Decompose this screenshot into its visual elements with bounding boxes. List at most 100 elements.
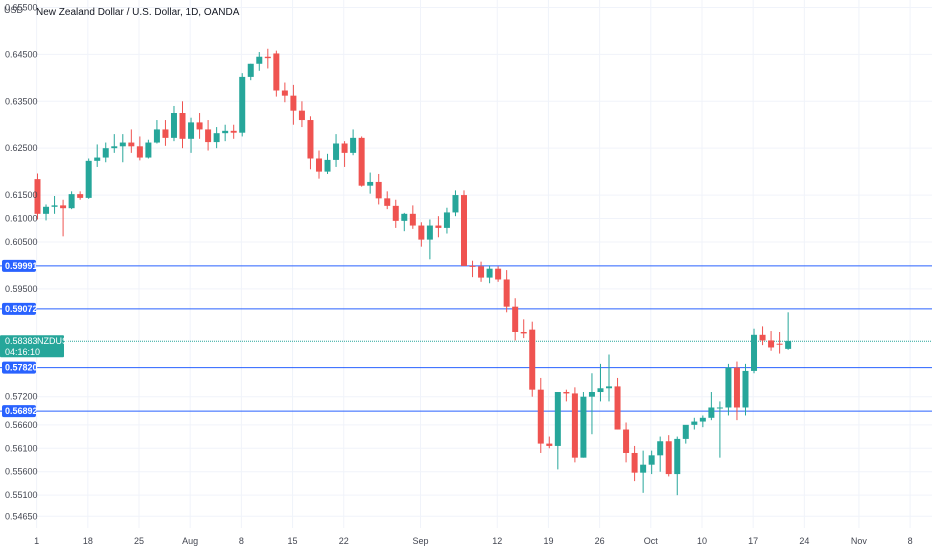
candle-body [623,429,630,453]
candle [145,139,152,159]
candle [461,190,467,266]
candle-body [358,137,365,186]
candle [631,445,638,482]
candle-body [341,143,348,153]
candle [426,219,433,260]
candle [495,266,502,282]
candle [222,124,229,142]
candle-body [742,370,749,408]
price-level-label[interactable]: 0.59991 [2,259,38,272]
candle [478,261,485,282]
candle [196,113,203,139]
candle [640,450,647,493]
candle [435,216,442,238]
candle-body [426,225,433,240]
price-level-label[interactable]: 0.57820 [2,361,38,374]
y-tick-label: 0.63500 [5,96,38,106]
candle [588,373,595,435]
candle [443,207,450,234]
y-tick-label: 0.56600 [5,420,38,430]
candle [43,204,50,221]
x-tick-label: 8 [908,536,913,546]
candle-body [486,268,493,278]
candle-body [213,133,220,143]
y-tick-label: 0.55600 [5,467,38,477]
candle-body [119,142,126,147]
price-level-value: 0.56892 [5,406,38,416]
candle-body [162,129,169,138]
x-tick-label: 17 [748,536,758,546]
candle-body [179,113,186,139]
candle-body [682,424,689,439]
grid-lines [34,0,932,528]
price-level-value: 0.59991 [5,261,38,271]
candle-body [751,334,758,371]
candle [554,392,561,470]
candle [674,436,681,496]
candle [546,436,553,449]
candle [742,363,749,416]
candle [759,326,766,346]
y-tick-label: 0.57200 [5,392,38,402]
x-tick-label: 18 [83,536,93,546]
candle-body [776,343,783,345]
candle [85,158,92,199]
candle [290,84,297,125]
candle-body [85,160,92,198]
candle [51,196,58,214]
candle-body [614,386,621,430]
candle [716,401,723,458]
horizontal-line-labels[interactable]: 0.59991 0.59072 0.57820 0.56892 [2,259,38,418]
candle [367,172,374,194]
x-tick-label: 1 [34,536,39,546]
candle [128,129,135,153]
candle [469,260,476,278]
candle-body [290,95,297,111]
candle-body [606,386,613,389]
candle [503,270,510,313]
candle [188,117,195,153]
candle-body [409,213,416,226]
candle [170,105,177,142]
candle-body [708,407,715,418]
price-level-label[interactable]: 0.59072 [2,302,38,315]
y-tick-label: 0.59500 [5,284,38,294]
price-level-label[interactable]: 0.56892 [2,405,38,418]
candle [768,331,775,351]
candle-body [435,225,442,228]
candle-body [733,367,740,408]
candle [682,424,689,444]
candle [153,120,160,144]
candle-body [153,129,160,143]
candle [597,363,604,402]
candle-body [230,130,237,133]
y-tick-label: 0.64500 [5,49,38,59]
candle-body [196,122,203,130]
candle-body [674,438,681,475]
candle [239,73,246,137]
candle-body [716,407,723,409]
candle [563,389,570,402]
candle [77,191,84,200]
candle-body [264,56,271,59]
x-tick-label: 26 [595,536,605,546]
candle [614,377,621,430]
candle-body [298,110,305,121]
y-tick-label: 0.55100 [5,490,38,500]
candle [68,191,75,210]
candle [691,417,698,430]
candle [162,120,169,146]
candle-body [34,179,41,214]
candle-body [68,194,75,209]
x-tick-label: Nov [851,536,868,546]
y-tick-label: 0.54650 [5,511,38,521]
candle [401,212,408,232]
candle-body [512,306,519,332]
candle-body [43,206,50,214]
candle-body [759,334,766,341]
candle-body [588,392,595,397]
candle [623,422,630,463]
candle-body [384,198,391,206]
current-price-label: 0.58383 NZDUSD 04:16:10 [0,335,75,358]
